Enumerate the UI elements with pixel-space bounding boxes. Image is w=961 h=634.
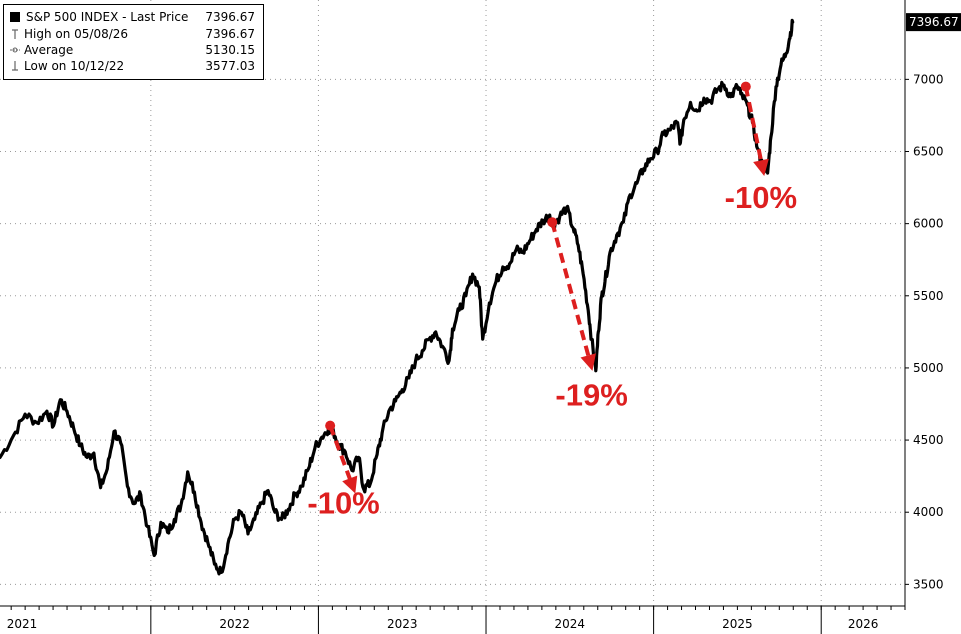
x-tick-label: 2025 (722, 617, 753, 631)
series-swatch-icon (10, 12, 20, 22)
drawdown-arrow-shaft (550, 221, 592, 359)
y-tick-label: 7000 (913, 72, 944, 86)
legend-row-average: Average 5130.15 (4, 42, 263, 58)
drawdown-arrow-shaft (743, 86, 764, 164)
drawdown-annotations: -10% -19% -10% (307, 81, 797, 521)
legend-average-label: Average (24, 43, 74, 57)
x-tick-label: 2023 (387, 617, 418, 631)
x-tick-label: 2022 (219, 617, 250, 631)
y-tick-label: 4000 (913, 505, 944, 519)
y-tick-label: 5500 (913, 289, 944, 303)
legend-title: S&P 500 INDEX - Last Price (26, 10, 189, 24)
low-marker-icon (12, 61, 18, 71)
last-price-tag-text: 7396.67 (909, 15, 959, 29)
high-marker-icon (12, 29, 18, 39)
x-axis: 2021 2022 2023 2024 2025 2026 (0, 605, 906, 634)
x-tick-label: 2021 (7, 617, 38, 631)
y-tick-label: 3500 (913, 577, 944, 591)
legend-high-label: High on 05/08/26 (24, 27, 129, 41)
drawdown-arrow-head (580, 353, 596, 371)
x-tick-label: 2024 (555, 617, 586, 631)
legend-low-value: 3577.03 (205, 59, 255, 73)
last-price-tag: 7396.67 (906, 13, 961, 32)
legend-title-row: S&P 500 INDEX - Last Price 7396.67 (4, 9, 263, 25)
drawdown-label: -10% (725, 180, 797, 215)
y-tick-label: 6500 (913, 145, 944, 159)
legend-row-high: High on 05/08/26 7396.67 (4, 26, 263, 42)
legend-high-value: 7396.67 (205, 27, 255, 41)
drawdown-arrow-head (342, 475, 358, 494)
legend-low-label: Low on 10/12/22 (24, 59, 125, 73)
drawdown-label: -10% (307, 486, 379, 521)
drawdown-arrow-shaft (328, 424, 353, 483)
y-axis: 3500 4000 4500 5000 5500 6000 6500 7000 (904, 0, 944, 606)
drawdown-label: -19% (555, 377, 627, 412)
chart-legend: S&P 500 INDEX - Last Price 7396.67 High … (3, 4, 264, 80)
average-marker-icon (10, 47, 20, 53)
legend-average-value: 5130.15 (205, 43, 255, 57)
last-price-tag-box (906, 13, 961, 32)
x-tick-label: 2026 (848, 617, 879, 631)
y-tick-label: 4500 (913, 433, 944, 447)
legend-title-value: 7396.67 (205, 10, 255, 24)
legend-row-low: Low on 10/12/22 3577.03 (4, 58, 263, 74)
y-tick-label: 6000 (913, 217, 944, 231)
chart-grid (0, 0, 905, 606)
drawdown-arrow-head (753, 158, 769, 177)
price-series-line (0, 18, 795, 576)
y-tick-label: 5000 (913, 361, 944, 375)
